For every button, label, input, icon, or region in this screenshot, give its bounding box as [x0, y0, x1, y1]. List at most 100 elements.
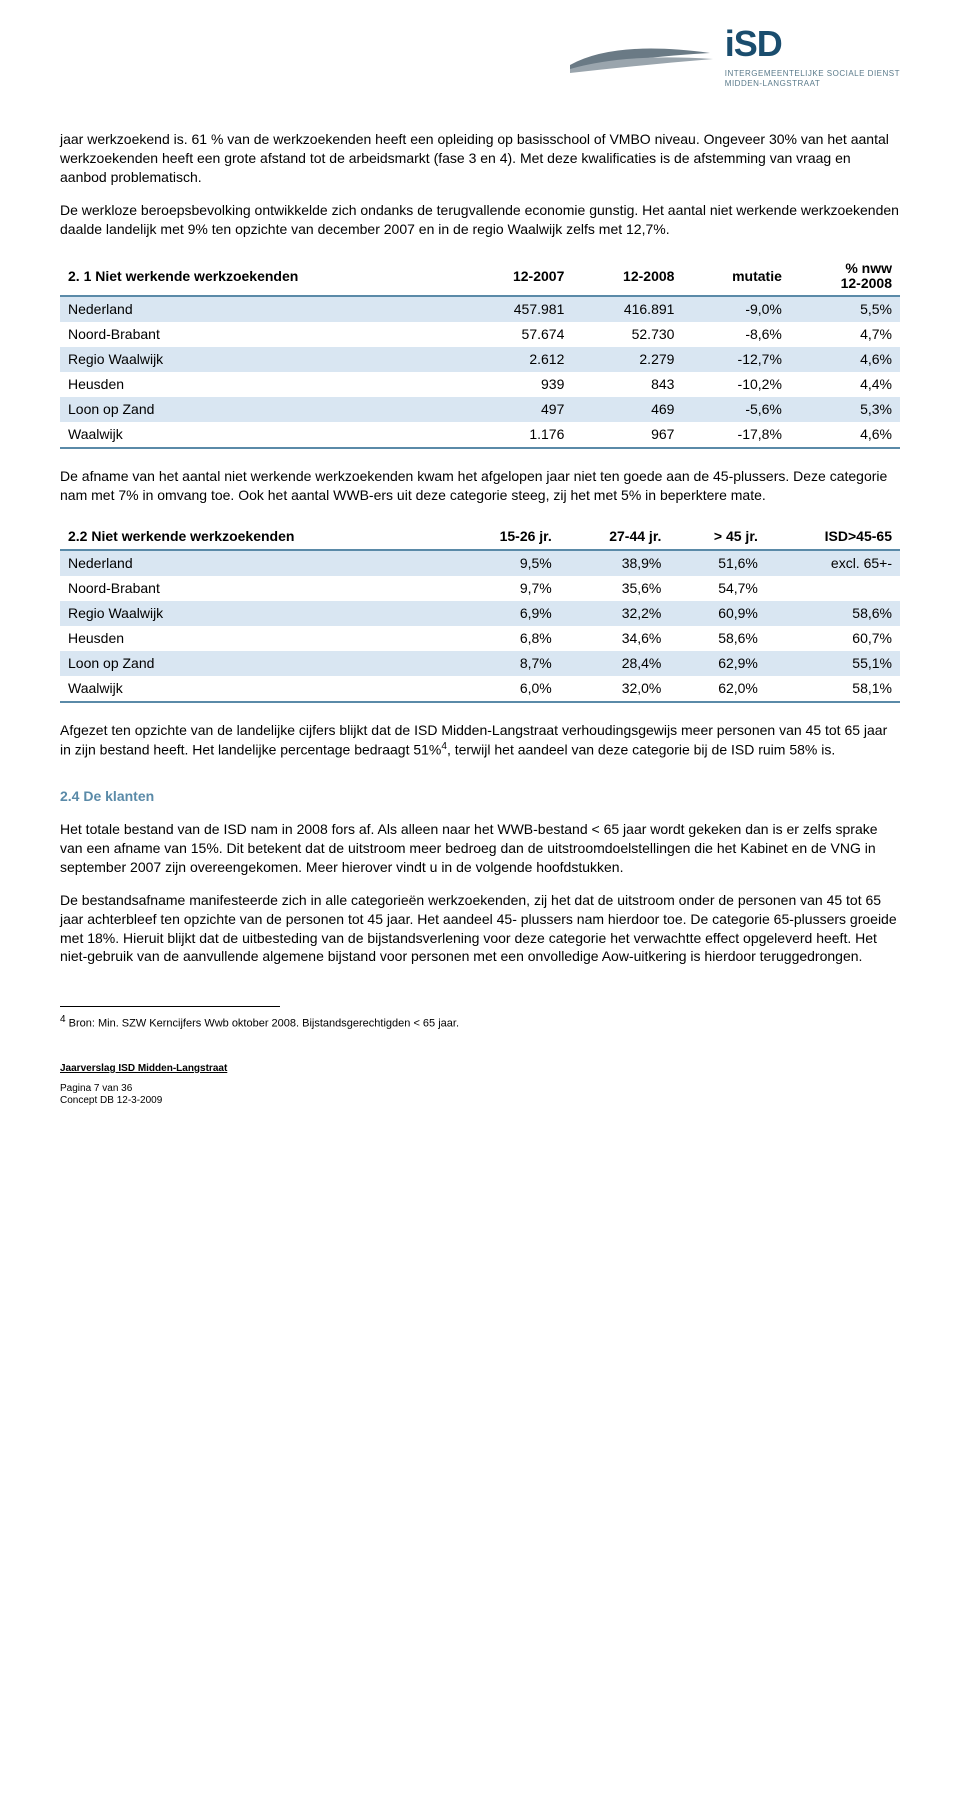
table-cell: 62,9% [669, 651, 766, 676]
header-logo: iSD INTERGEMEENTELIJKE SOCIALE DIENST MI… [60, 0, 900, 130]
table-cell: 469 [572, 397, 682, 422]
table-row: Regio Waalwijk6,9%32,2%60,9%58,6% [60, 601, 900, 626]
table-cell: 9,5% [450, 550, 560, 576]
table-cell: 54,7% [669, 576, 766, 601]
table-row: Loon op Zand8,7%28,4%62,9%55,1% [60, 651, 900, 676]
table-cell: 51,6% [669, 550, 766, 576]
logo-subtitle-2: MIDDEN-LANGSTRAAT [725, 79, 900, 90]
table-cell: Noord-Brabant [60, 322, 462, 347]
footer-page-number: Pagina 7 van 36 [60, 1083, 900, 1095]
body-paragraph: jaar werkzoekend is. 61 % van de werkzoe… [60, 130, 900, 187]
table-cell: 8,7% [450, 651, 560, 676]
table-cell: 843 [572, 372, 682, 397]
table-header-cell: 12-2008 [572, 257, 682, 297]
table-cell: 28,4% [560, 651, 670, 676]
table-cell: Heusden [60, 626, 450, 651]
table-werkzoekenden-1: 2. 1 Niet werkende werkzoekenden12-20071… [60, 257, 900, 449]
table-cell: -10,2% [682, 372, 789, 397]
table-header-cell: 2.2 Niet werkende werkzoekenden [60, 523, 450, 551]
table-cell: 9,7% [450, 576, 560, 601]
section-heading-klanten: 2.4 De klanten [60, 787, 900, 806]
table-row: Nederland457.981416.891-9,0%5,5% [60, 296, 900, 322]
body-paragraph: Het totale bestand van de ISD nam in 200… [60, 820, 900, 877]
table-row: Nederland9,5%38,9%51,6%excl. 65+- [60, 550, 900, 576]
table-cell: 35,6% [560, 576, 670, 601]
table-header-cell: mutatie [682, 257, 789, 297]
table-cell: 32,0% [560, 676, 670, 702]
table-header-cell: 12-2007 [462, 257, 572, 297]
table-cell: excl. 65+- [766, 550, 900, 576]
table-row: Noord-Brabant57.67452.730-8,6%4,7% [60, 322, 900, 347]
table-cell: 6,0% [450, 676, 560, 702]
footnote-text: 4 Bron: Min. SZW Kerncijfers Wwb oktober… [60, 1013, 900, 1032]
table-header-cell: 2. 1 Niet werkende werkzoekenden [60, 257, 462, 297]
logo-subtitle-1: INTERGEMEENTELIJKE SOCIALE DIENST [725, 69, 900, 80]
table-row: Heusden6,8%34,6%58,6%60,7% [60, 626, 900, 651]
body-paragraph: De afname van het aantal niet werkende w… [60, 467, 900, 505]
table-cell: 4,7% [790, 322, 900, 347]
table-cell: -17,8% [682, 422, 789, 448]
table-cell: 457.981 [462, 296, 572, 322]
body-paragraph: De bestandsafname manifesteerde zich in … [60, 891, 900, 967]
table-cell: 5,3% [790, 397, 900, 422]
table-cell: 55,1% [766, 651, 900, 676]
table-row: Noord-Brabant9,7%35,6%54,7% [60, 576, 900, 601]
table-header-cell: ISD>45-65 [766, 523, 900, 551]
table-cell: -8,6% [682, 322, 789, 347]
table-cell: 6,9% [450, 601, 560, 626]
table-cell: 60,7% [766, 626, 900, 651]
table-header-cell: % nww12-2008 [790, 257, 900, 297]
table-cell: Waalwijk [60, 676, 450, 702]
table-cell: 497 [462, 397, 572, 422]
table-row: Waalwijk1.176967-17,8%4,6% [60, 422, 900, 448]
table-cell: 62,0% [669, 676, 766, 702]
table-header-cell: > 45 jr. [669, 523, 766, 551]
table-cell: 32,2% [560, 601, 670, 626]
footer-doc-title: Jaarverslag ISD Midden-Langstraat [60, 1062, 900, 1076]
table-cell: Nederland [60, 550, 450, 576]
table-cell: -12,7% [682, 347, 789, 372]
table-cell: 1.176 [462, 422, 572, 448]
table-cell: 58,1% [766, 676, 900, 702]
table-cell: 2.279 [572, 347, 682, 372]
table-cell: 38,9% [560, 550, 670, 576]
table-cell: 57.674 [462, 322, 572, 347]
table-cell: 60,9% [669, 601, 766, 626]
table-header-cell: 27-44 jr. [560, 523, 670, 551]
table-cell: 4,4% [790, 372, 900, 397]
table-cell: Nederland [60, 296, 462, 322]
table-cell: 939 [462, 372, 572, 397]
table-cell: Loon op Zand [60, 651, 450, 676]
table-cell: Waalwijk [60, 422, 462, 448]
table-cell: 6,8% [450, 626, 560, 651]
table-cell: 5,5% [790, 296, 900, 322]
table-cell: 34,6% [560, 626, 670, 651]
table-cell: 967 [572, 422, 682, 448]
table-cell: -9,0% [682, 296, 789, 322]
table-cell: Regio Waalwijk [60, 347, 462, 372]
table-cell [766, 576, 900, 601]
table-header-cell: 15-26 jr. [450, 523, 560, 551]
table-cell: 2.612 [462, 347, 572, 372]
table-row: Regio Waalwijk2.6122.279-12,7%4,6% [60, 347, 900, 372]
table-row: Loon op Zand497469-5,6%5,3% [60, 397, 900, 422]
table-cell: 58,6% [766, 601, 900, 626]
table-cell: 416.891 [572, 296, 682, 322]
table-cell: -5,6% [682, 397, 789, 422]
footer-concept-date: Concept DB 12-3-2009 [60, 1095, 900, 1107]
table-werkzoekenden-2: 2.2 Niet werkende werkzoekenden15-26 jr.… [60, 523, 900, 703]
table-cell: Loon op Zand [60, 397, 462, 422]
table-cell: Noord-Brabant [60, 576, 450, 601]
body-paragraph: De werkloze beroepsbevolking ontwikkelde… [60, 201, 900, 239]
table-row: Waalwijk6,0%32,0%62,0%58,1% [60, 676, 900, 702]
logo-isd-text: iSD [725, 20, 900, 69]
table-cell: Regio Waalwijk [60, 601, 450, 626]
table-cell: 58,6% [669, 626, 766, 651]
table-cell: 4,6% [790, 422, 900, 448]
table-cell: Heusden [60, 372, 462, 397]
table-cell: 52.730 [572, 322, 682, 347]
table-row: Heusden939843-10,2%4,4% [60, 372, 900, 397]
footnote-separator [60, 1006, 280, 1007]
table-cell: 4,6% [790, 347, 900, 372]
logo-swoosh-icon [565, 35, 715, 75]
